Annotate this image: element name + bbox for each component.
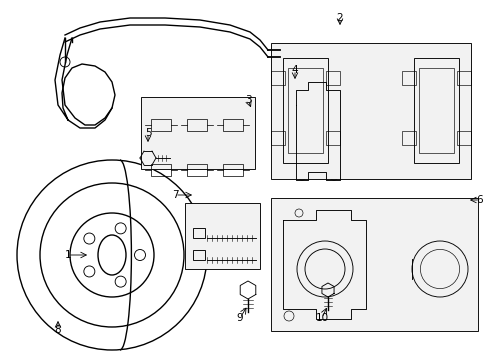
Text: 4: 4 xyxy=(291,65,298,75)
Bar xyxy=(418,68,453,153)
Text: 3: 3 xyxy=(244,95,251,105)
Text: 10: 10 xyxy=(315,313,328,323)
Bar xyxy=(193,250,204,260)
Bar xyxy=(270,131,285,145)
Text: 9: 9 xyxy=(236,313,243,323)
Bar xyxy=(193,228,204,238)
Bar xyxy=(186,164,206,176)
Bar xyxy=(151,119,171,131)
Bar xyxy=(401,131,415,145)
Text: 1: 1 xyxy=(64,250,71,260)
Bar xyxy=(223,119,243,131)
Bar xyxy=(413,58,458,163)
Bar xyxy=(141,97,254,169)
Bar xyxy=(401,71,415,85)
Bar xyxy=(270,198,477,331)
Bar xyxy=(287,68,323,153)
Bar xyxy=(270,43,470,179)
Bar xyxy=(456,71,470,85)
Bar xyxy=(304,90,329,168)
Bar xyxy=(186,119,206,131)
Text: 2: 2 xyxy=(336,13,343,23)
Bar xyxy=(325,131,339,145)
Text: 5: 5 xyxy=(144,128,151,138)
Bar xyxy=(456,131,470,145)
Text: 8: 8 xyxy=(55,325,61,335)
Bar xyxy=(184,203,260,269)
Bar xyxy=(151,164,171,176)
Bar xyxy=(325,71,339,85)
Bar xyxy=(223,164,243,176)
Text: 7: 7 xyxy=(171,190,178,200)
Bar xyxy=(283,58,327,163)
Bar xyxy=(270,71,285,85)
Text: 6: 6 xyxy=(476,195,482,205)
